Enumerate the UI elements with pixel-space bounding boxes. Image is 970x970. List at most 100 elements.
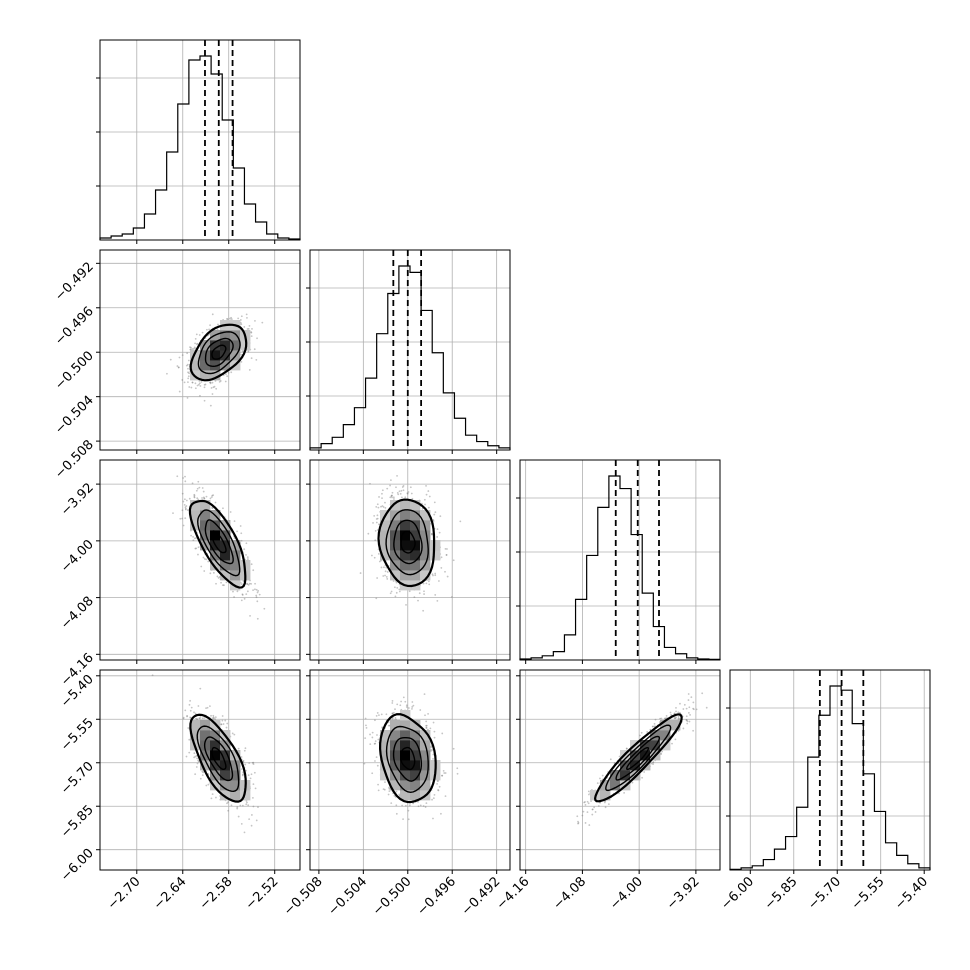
scatter-point [227,809,230,812]
scatter-point [654,725,656,728]
scatter-point [688,720,691,723]
scatter-point [438,531,441,534]
density-cell [190,730,201,741]
scatter-point [247,327,250,330]
scatter-point [176,365,179,367]
scatter-point [201,774,204,777]
scatter-point [189,346,191,348]
scatter-point [230,804,233,807]
density-cell [400,520,411,531]
scatter-point [211,393,214,395]
x-axis-tick-label: −2.64 [151,874,190,913]
density-cell [210,740,221,751]
density-cell [400,750,411,761]
contour-lines [377,498,436,588]
scatter-point [248,369,251,371]
scatter-point [427,506,430,509]
scatter-point [373,514,376,517]
scatter-point [221,584,224,587]
x-axis-tick-label: −4.16 [494,874,533,913]
scatter-point [232,590,234,593]
density-cell [410,780,421,791]
scatter-point [250,563,253,566]
density-cell [430,550,441,561]
panel-content [172,475,266,620]
density-cell [400,540,411,551]
density-cell [400,720,411,731]
scatter-point [202,556,205,559]
scatter-point [652,763,654,766]
scatter-point [432,574,434,577]
scatter-point [194,712,197,715]
scatter-point [393,498,395,500]
density-cell [380,740,391,751]
scatter-point [201,717,204,720]
scatter-point [664,717,667,720]
density-cell [420,520,431,531]
scatter-point [186,363,189,366]
scatter-point [654,718,657,721]
contour-level-0 [400,530,416,554]
density-cell [420,550,431,561]
scatter-point [193,756,196,759]
contour-outer [189,713,247,803]
scatter-point [195,537,198,539]
contour-outer [189,323,248,382]
density-cell [410,510,421,521]
scatter-point [229,511,232,513]
scatter-point [243,326,246,328]
scatter-point [237,747,240,750]
scatter-point [427,490,430,492]
scatter-point [411,706,414,708]
scatter-point [177,366,180,369]
scatter-point [430,745,433,748]
scatter-point [421,508,424,510]
scatter-point [250,335,253,338]
x-axis-tick-label: −0.508 [281,874,326,919]
scatter-point [431,749,434,751]
scatter-point [189,709,192,712]
scatter-point [419,804,422,807]
density-cell [220,750,231,761]
scatter-point [169,358,172,361]
scatter-point [240,323,243,326]
density-cell [670,720,681,731]
density-cell [200,500,211,511]
scatter-point [250,814,253,816]
scatter-point [685,707,688,710]
scatter-point [186,509,189,512]
histogram-step-line [519,475,721,660]
scatter-point [186,352,189,355]
scatter-point [436,782,439,785]
scatter-point [201,770,204,773]
density-cell [220,790,231,801]
scatter-point [240,532,243,535]
scatter-point [604,806,607,809]
scatter-point [431,573,434,576]
scatter-point [401,804,404,807]
scatter-point [369,733,371,736]
y-axis-tick-label: −4.08 [58,594,97,633]
scatter-point [384,781,386,784]
scatter-point [376,529,379,531]
scatter-point [254,588,256,591]
scatter-point [377,553,380,555]
panel-content [166,313,264,407]
scatter-point [380,713,383,716]
density-cell [230,780,241,791]
scatter-point [193,493,196,496]
scatter-point [677,715,680,718]
contour-lines [189,713,247,803]
scatter-point [593,806,596,809]
scatter-point [374,530,377,532]
scatter-point [432,817,434,820]
scatter-point [405,704,408,707]
scatter-point [404,496,407,499]
scatter-point [375,597,378,600]
scatter-point [398,590,401,593]
scatter-point [365,724,367,727]
scatter-point [653,722,656,725]
scatter-point [398,490,401,493]
scatter-point [210,387,213,389]
scatter-point [263,607,266,610]
